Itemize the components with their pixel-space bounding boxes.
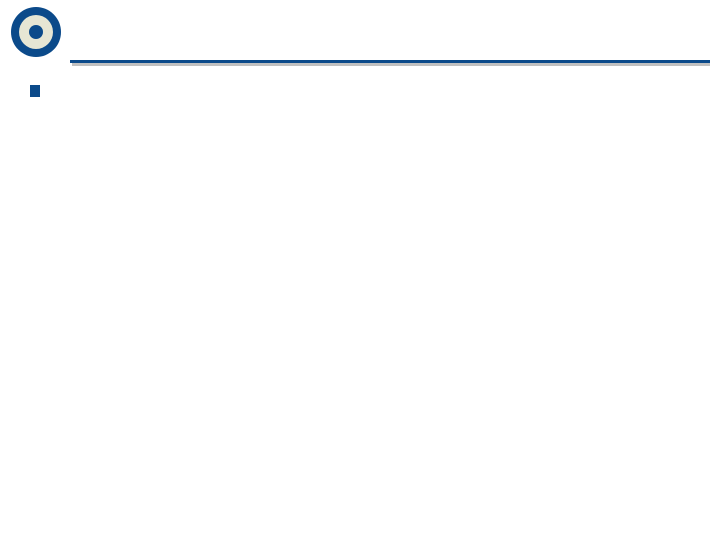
bullet-list [0, 66, 720, 88]
header [0, 0, 720, 60]
side-chart [505, 146, 720, 296]
figure-area [40, 94, 720, 394]
main-chart [40, 94, 340, 244]
institution-seal [10, 6, 62, 58]
